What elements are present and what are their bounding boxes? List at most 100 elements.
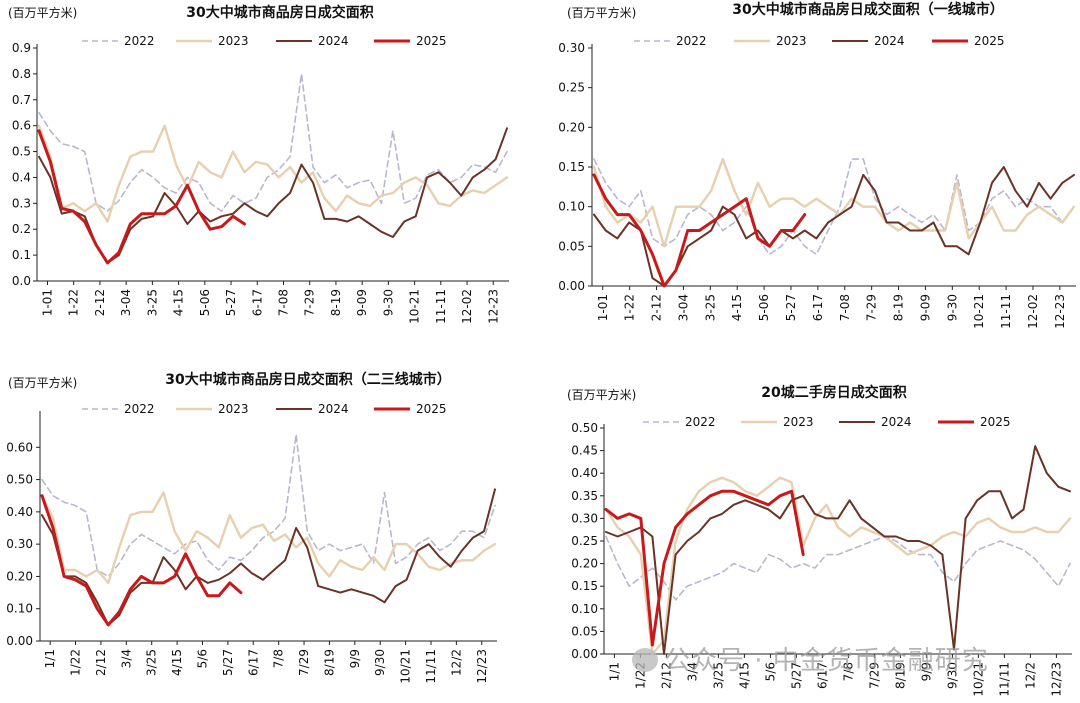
x-tick-label: 12-23 bbox=[1053, 294, 1067, 329]
x-tick-label: 7/29 bbox=[297, 649, 311, 676]
y-tick-label: 0.05 bbox=[558, 239, 585, 253]
series-line-2025 bbox=[37, 129, 246, 265]
y-tick-label: 0.00 bbox=[6, 634, 33, 648]
y-tick-label: 0.00 bbox=[558, 279, 585, 293]
legend-label-2022: 2022 bbox=[685, 415, 716, 429]
x-tick-label: 10/21 bbox=[971, 662, 985, 697]
x-tick-label: 7/8 bbox=[272, 649, 286, 668]
series-line-2025 bbox=[592, 173, 807, 288]
y-tick-label: 0.20 bbox=[6, 569, 33, 583]
x-tick-label: 3/25 bbox=[711, 662, 725, 689]
x-tick-label: 1-22 bbox=[623, 294, 637, 321]
x-tick-label: 7-29 bbox=[865, 294, 879, 321]
y-tick-label: 0.4 bbox=[12, 170, 31, 184]
x-tick-label: 12-23 bbox=[486, 289, 500, 324]
x-tick-label: 6-17 bbox=[250, 289, 264, 316]
chart-title: 30大中城市商品房日成交面积 bbox=[186, 4, 373, 21]
x-tick-label: 3/4 bbox=[119, 649, 133, 668]
x-tick-label: 5/27 bbox=[789, 662, 803, 689]
series-line-2024 bbox=[41, 488, 496, 626]
x-tick-label: 8-19 bbox=[329, 289, 343, 316]
series-line-2025 bbox=[40, 494, 243, 627]
legend-label-2022: 2022 bbox=[124, 34, 155, 48]
x-tick-label: 8/19 bbox=[322, 649, 336, 676]
x-tick-label: 2/12 bbox=[94, 649, 108, 676]
x-tick-label: 5/27 bbox=[221, 649, 235, 676]
x-tick-label: 9-30 bbox=[381, 289, 395, 316]
y-tick-label: 0.05 bbox=[571, 624, 598, 638]
series-line-2023 bbox=[604, 476, 1072, 656]
x-tick-label: 3/4 bbox=[685, 662, 699, 681]
watermark: 公众号 · 中金货币金融研究 bbox=[632, 640, 989, 677]
x-tick-label: 5-06 bbox=[198, 289, 212, 316]
x-tick-label: 5-27 bbox=[224, 289, 238, 316]
x-tick-label: 3-25 bbox=[145, 289, 159, 316]
legend-label-2022: 2022 bbox=[124, 402, 155, 416]
chart-title: 30大中城市商品房日成交面积（二三线城市） bbox=[165, 371, 450, 388]
y-tick-label: 0.30 bbox=[558, 41, 585, 55]
y-tick-label: 0.1 bbox=[12, 248, 31, 262]
x-tick-label: 11-11 bbox=[434, 289, 448, 324]
series-line-2024 bbox=[605, 445, 1071, 655]
series-line-2025 bbox=[604, 489, 805, 647]
x-tick-label: 11-11 bbox=[999, 294, 1013, 329]
y-tick-label: 0.9 bbox=[12, 41, 31, 55]
x-tick-label: 1/1 bbox=[607, 662, 621, 681]
legend-label-2025: 2025 bbox=[980, 415, 1011, 429]
x-tick-label: 10-21 bbox=[408, 289, 422, 324]
x-tick-label: 12/2 bbox=[1023, 662, 1037, 689]
legend-label-2023: 2023 bbox=[783, 415, 814, 429]
wechat-icon bbox=[632, 648, 658, 672]
series-line-2022 bbox=[41, 433, 496, 578]
x-tick-label: 6/17 bbox=[246, 649, 260, 676]
legend-label-2023: 2023 bbox=[218, 34, 249, 48]
series-line-2023 bbox=[37, 124, 509, 223]
x-tick-label: 3/25 bbox=[145, 649, 159, 676]
unit-label: (百万平方米) bbox=[567, 5, 636, 20]
x-tick-label: 4/15 bbox=[170, 649, 184, 676]
y-tick-label: 0.40 bbox=[6, 505, 33, 519]
y-tick-label: 0.7 bbox=[12, 93, 31, 107]
legend-label-2025: 2025 bbox=[416, 34, 447, 48]
x-tick-label: 2-12 bbox=[93, 289, 107, 316]
y-tick-label: 0.50 bbox=[6, 473, 33, 487]
y-tick-label: 0.8 bbox=[12, 67, 31, 81]
x-tick-label: 5/6 bbox=[763, 662, 777, 681]
x-tick-label: 7-08 bbox=[276, 289, 290, 316]
x-tick-label: 10/21 bbox=[399, 649, 413, 684]
y-tick-label: 0.60 bbox=[6, 440, 33, 454]
legend-label-2024: 2024 bbox=[318, 34, 349, 48]
x-tick-label: 7-08 bbox=[838, 294, 852, 321]
series-line-2023 bbox=[592, 157, 1076, 248]
x-tick-label: 1/22 bbox=[69, 649, 83, 676]
unit-label: (百万平方米) bbox=[8, 5, 77, 20]
x-tick-label: 6-17 bbox=[811, 294, 825, 321]
x-tick-label: 9-30 bbox=[945, 294, 959, 321]
x-tick-label: 2/12 bbox=[659, 662, 673, 689]
x-tick-label: 12-02 bbox=[1026, 294, 1040, 329]
y-tick-label: 0.35 bbox=[571, 489, 598, 503]
x-tick-label: 1-22 bbox=[67, 289, 81, 316]
legend-label-2024: 2024 bbox=[881, 415, 912, 429]
series-line-2022 bbox=[605, 535, 1071, 601]
y-tick-label: 0.30 bbox=[6, 537, 33, 551]
x-tick-label: 2-12 bbox=[650, 294, 664, 321]
y-tick-label: 0.2 bbox=[12, 222, 31, 236]
x-tick-label: 3-04 bbox=[676, 294, 690, 321]
legend-label-2024: 2024 bbox=[318, 402, 349, 416]
x-tick-label: 5-27 bbox=[784, 294, 798, 321]
y-tick-label: 0.0 bbox=[12, 274, 31, 288]
legend-label-2025: 2025 bbox=[416, 402, 447, 416]
chart-panel-1: 30大中城市商品房日成交面积 (百万平方米) 0.0 0.1 0.2 0.3 0.4 0.5 0… bbox=[8, 4, 509, 324]
legend-label-2024: 2024 bbox=[874, 34, 905, 48]
x-tick-label: 11/11 bbox=[997, 662, 1011, 697]
legend-label-2023: 2023 bbox=[218, 402, 249, 416]
chart-panel-2: 30大中城市商品房日成交面积（一线城市） (百万平方米) 0.00 0.05 0.10 0… bbox=[558, 1, 1076, 329]
x-tick-label: 3-04 bbox=[119, 289, 133, 316]
y-tick-label: 0.6 bbox=[12, 119, 31, 133]
x-tick-label: 5-06 bbox=[757, 294, 771, 321]
x-tick-label: 6/17 bbox=[815, 662, 829, 689]
x-tick-label: 7-29 bbox=[303, 289, 317, 316]
x-tick-label: 12-02 bbox=[460, 289, 474, 324]
x-tick-label: 7/8 bbox=[841, 662, 855, 681]
